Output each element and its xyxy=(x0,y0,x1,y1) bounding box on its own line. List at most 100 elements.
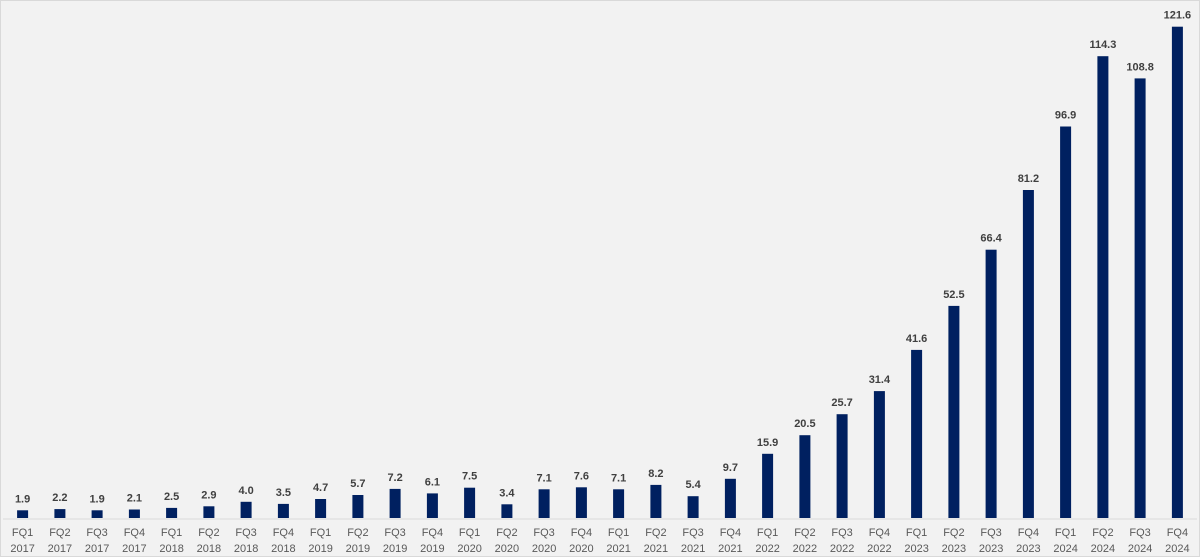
data-labels-layer: 1.9 2.2 1.9 2.1 2.5 2.9 4.0 3.5 4.7 5.7 7.2 6.1 7.5 3… xyxy=(15,10,1191,506)
x-tick-label-year: 2021 xyxy=(606,543,630,555)
x-tick-label-quarter: FQ3 xyxy=(384,527,405,539)
x-tick-label-quarter: FQ2 xyxy=(496,527,517,539)
data-label: 5.4 xyxy=(685,479,701,491)
x-tick-label-year: 2018 xyxy=(197,543,221,555)
bar xyxy=(426,493,438,518)
bar xyxy=(985,249,997,518)
data-label: 96.9 xyxy=(1055,110,1076,122)
bar xyxy=(1097,56,1109,518)
x-tick-label-year: 2019 xyxy=(383,543,407,555)
x-tick-label-quarter: FQ3 xyxy=(682,527,703,539)
data-label: 41.6 xyxy=(906,333,927,345)
data-label: 52.5 xyxy=(943,289,964,301)
data-label: 7.2 xyxy=(387,472,402,484)
data-label: 5.7 xyxy=(350,478,365,490)
bar xyxy=(17,510,29,518)
bar xyxy=(166,507,178,518)
data-label: 15.9 xyxy=(757,437,778,449)
bar xyxy=(464,487,476,518)
x-tick-label-year: 2017 xyxy=(48,543,72,555)
x-tick-labels-layer: FQ1 2017 FQ2 2017 FQ3 2017 FQ4 2017 FQ1 2018 FQ2 20… xyxy=(10,527,1189,555)
x-tick-label-quarter: FQ2 xyxy=(347,527,368,539)
x-tick-label-year: 2021 xyxy=(644,543,668,555)
bar xyxy=(799,435,811,518)
data-label: 3.4 xyxy=(499,487,515,499)
bar xyxy=(724,478,736,518)
x-tick-label-quarter: FQ2 xyxy=(49,527,70,539)
bar xyxy=(948,305,960,518)
x-tick-label-year: 2024 xyxy=(1091,543,1115,555)
x-tick-label-year: 2022 xyxy=(793,543,817,555)
data-label: 121.6 xyxy=(1164,10,1192,22)
x-tick-label-quarter: FQ3 xyxy=(831,527,852,539)
data-label: 31.4 xyxy=(869,374,891,386)
data-label: 25.7 xyxy=(831,397,852,409)
x-tick-label-quarter: FQ4 xyxy=(571,527,592,539)
x-tick-label-year: 2017 xyxy=(122,543,146,555)
data-label: 9.7 xyxy=(723,462,738,474)
x-tick-label-quarter: FQ4 xyxy=(1167,527,1188,539)
data-label: 81.2 xyxy=(1018,173,1039,185)
x-tick-label-quarter: FQ2 xyxy=(794,527,815,539)
x-tick-label-quarter: FQ1 xyxy=(757,527,778,539)
x-tick-label-year: 2020 xyxy=(457,543,481,555)
x-tick-label-quarter: FQ1 xyxy=(608,527,629,539)
x-tick-label-quarter: FQ1 xyxy=(906,527,927,539)
bar xyxy=(538,489,550,518)
bar xyxy=(911,349,923,518)
x-tick-label-year: 2024 xyxy=(1165,543,1189,555)
bar xyxy=(203,506,215,518)
bar xyxy=(613,489,625,518)
x-tick-label-year: 2023 xyxy=(979,543,1003,555)
x-tick-label-quarter: FQ4 xyxy=(869,527,890,539)
data-label: 108.8 xyxy=(1126,61,1154,73)
data-label: 4.0 xyxy=(238,485,253,497)
x-tick-label-quarter: FQ4 xyxy=(124,527,145,539)
x-tick-label-year: 2018 xyxy=(159,543,183,555)
x-tick-label-quarter: FQ4 xyxy=(1018,527,1039,539)
x-tick-label-year: 2022 xyxy=(755,543,779,555)
x-tick-label-year: 2019 xyxy=(420,543,444,555)
x-tick-label-quarter: FQ2 xyxy=(943,527,964,539)
x-tick-label-quarter: FQ1 xyxy=(12,527,33,539)
data-label: 7.1 xyxy=(536,472,551,484)
bar xyxy=(91,510,103,518)
data-label: 2.2 xyxy=(52,492,67,504)
data-label: 1.9 xyxy=(89,493,104,505)
bar xyxy=(1022,190,1034,518)
data-label: 2.5 xyxy=(164,491,179,503)
x-tick-label-year: 2019 xyxy=(308,543,332,555)
bar xyxy=(315,499,327,518)
data-label: 1.9 xyxy=(15,493,30,505)
x-tick-label-year: 2018 xyxy=(234,543,258,555)
x-tick-label-quarter: FQ4 xyxy=(422,527,443,539)
data-label: 20.5 xyxy=(794,418,815,430)
x-tick-label-year: 2019 xyxy=(346,543,370,555)
x-tick-label-year: 2022 xyxy=(830,543,854,555)
x-tick-label-quarter: FQ4 xyxy=(273,527,294,539)
x-tick-label-year: 2017 xyxy=(10,543,34,555)
x-tick-label-quarter: FQ2 xyxy=(198,527,219,539)
bar xyxy=(389,488,401,518)
bar xyxy=(352,495,364,518)
x-tick-label-quarter: FQ1 xyxy=(1055,527,1076,539)
data-label: 66.4 xyxy=(980,233,1002,245)
x-tick-label-year: 2018 xyxy=(271,543,295,555)
x-tick-label-year: 2023 xyxy=(1016,543,1040,555)
bar xyxy=(687,496,699,518)
bar xyxy=(54,509,66,518)
bar xyxy=(836,414,848,518)
x-tick-label-year: 2020 xyxy=(532,543,556,555)
x-tick-label-year: 2017 xyxy=(85,543,109,555)
x-tick-label-year: 2020 xyxy=(569,543,593,555)
x-tick-label-year: 2023 xyxy=(942,543,966,555)
x-tick-label-quarter: FQ2 xyxy=(1092,527,1113,539)
x-tick-label-quarter: FQ2 xyxy=(645,527,666,539)
bar xyxy=(575,487,587,518)
x-tick-label-year: 2024 xyxy=(1053,543,1077,555)
data-label: 3.5 xyxy=(276,487,291,499)
bar xyxy=(1060,126,1072,518)
bar xyxy=(873,391,885,518)
